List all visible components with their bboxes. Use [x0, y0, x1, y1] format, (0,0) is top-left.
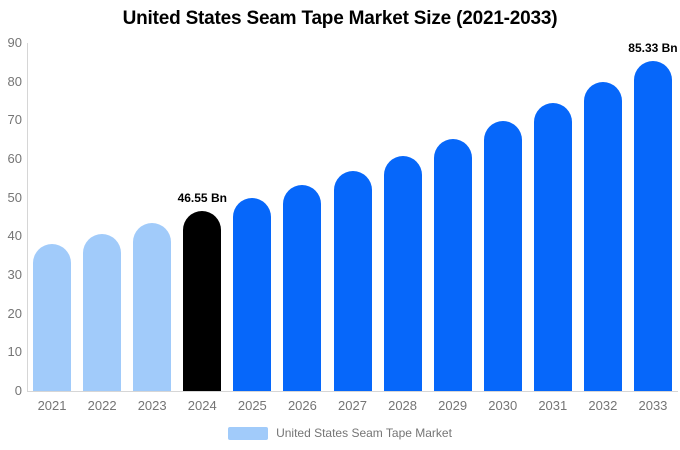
y-axis-line — [27, 43, 28, 391]
bar-2030 — [483, 121, 522, 391]
x-tick-label-2033: 2033 — [638, 398, 668, 413]
bar-2032 — [583, 82, 622, 391]
bar-2028 — [383, 155, 422, 391]
y-tick-label: 30 — [7, 267, 22, 282]
x-tick-label-2029: 2029 — [438, 398, 468, 413]
bar-value-label-2024: 46.55 Bn — [177, 191, 227, 205]
x-tick-label-2024: 2024 — [187, 398, 217, 413]
y-tick-label: 80 — [7, 73, 22, 89]
x-tick-label-2022: 2022 — [87, 398, 117, 413]
y-tick-label: 20 — [7, 305, 22, 321]
x-tick-label-2021: 2021 — [37, 398, 67, 413]
y-tick-label: 40 — [7, 228, 22, 244]
x-tick-label-2031: 2031 — [538, 398, 568, 413]
x-tick-label-2030: 2030 — [488, 398, 518, 413]
bar-2027 — [333, 170, 372, 391]
bar-2022 — [83, 233, 122, 391]
x-tick-label-2026: 2026 — [287, 398, 317, 413]
y-tick-label: 90 — [7, 35, 22, 50]
bar-2024 — [183, 211, 222, 391]
x-tick-label-2032: 2032 — [588, 398, 618, 413]
bar-2021 — [33, 244, 72, 391]
y-tick-label: 10 — [7, 344, 22, 360]
bar-2033 — [633, 61, 672, 391]
x-tick-label-2027: 2027 — [338, 398, 367, 413]
bar-value-label-2033: 85.33 Bn — [628, 41, 678, 56]
legend-swatch — [228, 426, 269, 440]
chart-title: United States Seam Tape Market Size (202… — [122, 8, 558, 29]
x-tick-label-2023: 2023 — [137, 398, 167, 413]
bar-2031 — [533, 102, 572, 391]
legend-label: United States Seam Tape Market — [276, 426, 452, 440]
x-tick-label-2025: 2025 — [237, 398, 267, 413]
y-tick-label: 0 — [14, 383, 22, 398]
y-tick-label: 70 — [7, 112, 22, 128]
bar-2029 — [433, 138, 472, 391]
bar-2026 — [283, 184, 322, 391]
bar-2023 — [133, 222, 172, 391]
legend: United States Seam Tape Market — [0, 426, 680, 440]
y-tick-label: 50 — [7, 189, 22, 205]
y-tick-label: 60 — [7, 151, 22, 166]
x-axis-line — [27, 391, 678, 392]
bar-2025 — [233, 198, 272, 391]
x-tick-label-2028: 2028 — [388, 398, 418, 413]
